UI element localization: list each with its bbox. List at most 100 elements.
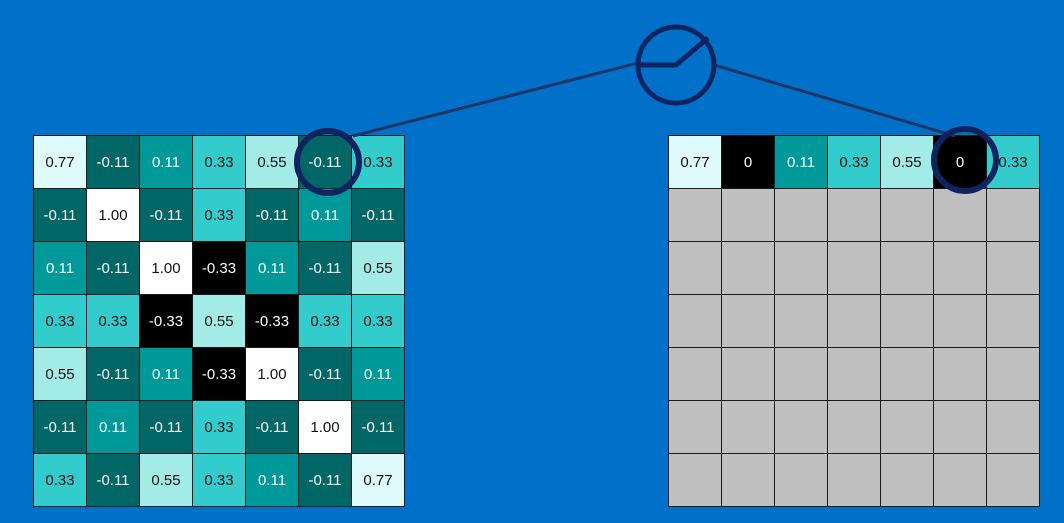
- output-cell: [669, 242, 721, 294]
- input-cell: -0.11: [87, 348, 139, 400]
- input-cell: -0.11: [140, 401, 192, 453]
- output-cell: [881, 401, 933, 453]
- input-cell: -0.11: [246, 401, 298, 453]
- input-feature-map: 0.77 -0.11 0.11 0.33 0.55 -0.11 0.33 -0.11 1.00-…: [33, 135, 405, 507]
- output-cell: [987, 295, 1039, 347]
- input-cell: 0.77: [34, 136, 86, 188]
- input-cell: 0.33: [193, 401, 245, 453]
- output-cell: [828, 295, 880, 347]
- output-cell: 0.11: [775, 136, 827, 188]
- input-cell: -0.11: [299, 454, 351, 506]
- output-cell: [828, 401, 880, 453]
- output-cell: [669, 189, 721, 241]
- output-cell: [669, 348, 721, 400]
- input-cell: 0.55: [34, 348, 86, 400]
- output-cell: [722, 189, 774, 241]
- input-cell: 0.11: [140, 136, 192, 188]
- output-cell: [881, 295, 933, 347]
- input-cell: 0.33: [87, 295, 139, 347]
- relu-output-map: 0.77 0 0.11 0.33 0.55 0 0.33: [668, 135, 1040, 507]
- output-cell: [987, 348, 1039, 400]
- output-cell: [987, 189, 1039, 241]
- output-cell: [881, 189, 933, 241]
- input-cell: -0.33: [140, 295, 192, 347]
- input-highlight-ring: [294, 128, 362, 196]
- output-cell: [775, 401, 827, 453]
- output-cell: [775, 189, 827, 241]
- output-cell: [775, 242, 827, 294]
- input-cell: -0.11: [34, 401, 86, 453]
- output-cell: [934, 189, 986, 241]
- output-cell: [987, 242, 1039, 294]
- output-cell: [934, 295, 986, 347]
- output-cell: [934, 454, 986, 506]
- input-cell: -0.11: [140, 189, 192, 241]
- output-cell: [881, 242, 933, 294]
- input-cell: 0.55: [193, 295, 245, 347]
- output-cell: 0.55: [881, 136, 933, 188]
- output-cell: [669, 454, 721, 506]
- input-cell: -0.11: [299, 348, 351, 400]
- output-cell: [828, 454, 880, 506]
- output-cell: [828, 189, 880, 241]
- relu-function-icon: [635, 24, 717, 106]
- output-cell: [881, 348, 933, 400]
- input-cell: -0.11: [246, 189, 298, 241]
- output-cell: [934, 348, 986, 400]
- input-cell: -0.11: [299, 242, 351, 294]
- input-cell: 1.00: [246, 348, 298, 400]
- output-cell: 0.77: [669, 136, 721, 188]
- output-highlight-ring: [931, 126, 999, 194]
- input-cell: 0.33: [299, 295, 351, 347]
- input-cell: -0.11: [34, 189, 86, 241]
- output-cell: [669, 295, 721, 347]
- input-cell: 1.00: [87, 189, 139, 241]
- connector-line-right: [713, 63, 956, 138]
- input-cell: 0.11: [140, 348, 192, 400]
- input-cell: -0.11: [299, 136, 351, 188]
- input-cell: -0.11: [352, 401, 404, 453]
- input-cell: -0.11: [87, 454, 139, 506]
- output-cell: [987, 401, 1039, 453]
- output-cell: [828, 348, 880, 400]
- input-cell: 1.00: [140, 242, 192, 294]
- output-cell: [934, 242, 986, 294]
- input-cell: 0.11: [34, 242, 86, 294]
- input-cell: 0.33: [34, 454, 86, 506]
- output-cell: 0.33: [828, 136, 880, 188]
- output-cell: [775, 348, 827, 400]
- output-cell: [722, 401, 774, 453]
- input-cell: -0.11: [87, 136, 139, 188]
- input-cell: 0.11: [87, 401, 139, 453]
- output-cell: [775, 454, 827, 506]
- input-cell: 0.33: [352, 295, 404, 347]
- output-cell: [828, 242, 880, 294]
- output-cell: [987, 454, 1039, 506]
- input-cell: 0.55: [246, 136, 298, 188]
- input-cell: 0.11: [352, 348, 404, 400]
- input-cell: 0.11: [299, 189, 351, 241]
- input-cell: -0.11: [352, 189, 404, 241]
- input-cell: 0.11: [246, 454, 298, 506]
- input-cell: 0.11: [246, 242, 298, 294]
- input-cell: -0.33: [193, 242, 245, 294]
- input-cell: -0.33: [193, 348, 245, 400]
- connector-line-left: [352, 61, 639, 138]
- input-cell: 1.00: [299, 401, 351, 453]
- output-cell: 0.33: [987, 136, 1039, 188]
- input-cell: -0.33: [246, 295, 298, 347]
- input-cell: 0.33: [193, 189, 245, 241]
- output-cell: 0: [722, 136, 774, 188]
- output-cell: [722, 454, 774, 506]
- output-cell: [669, 401, 721, 453]
- output-cell: [722, 295, 774, 347]
- output-cell: [722, 242, 774, 294]
- input-cell: 0.55: [352, 242, 404, 294]
- output-cell: [934, 401, 986, 453]
- output-cell: [775, 295, 827, 347]
- input-cell: -0.11: [87, 242, 139, 294]
- output-cell: [881, 454, 933, 506]
- input-cell: 0.33: [193, 136, 245, 188]
- input-cell: 0.55: [140, 454, 192, 506]
